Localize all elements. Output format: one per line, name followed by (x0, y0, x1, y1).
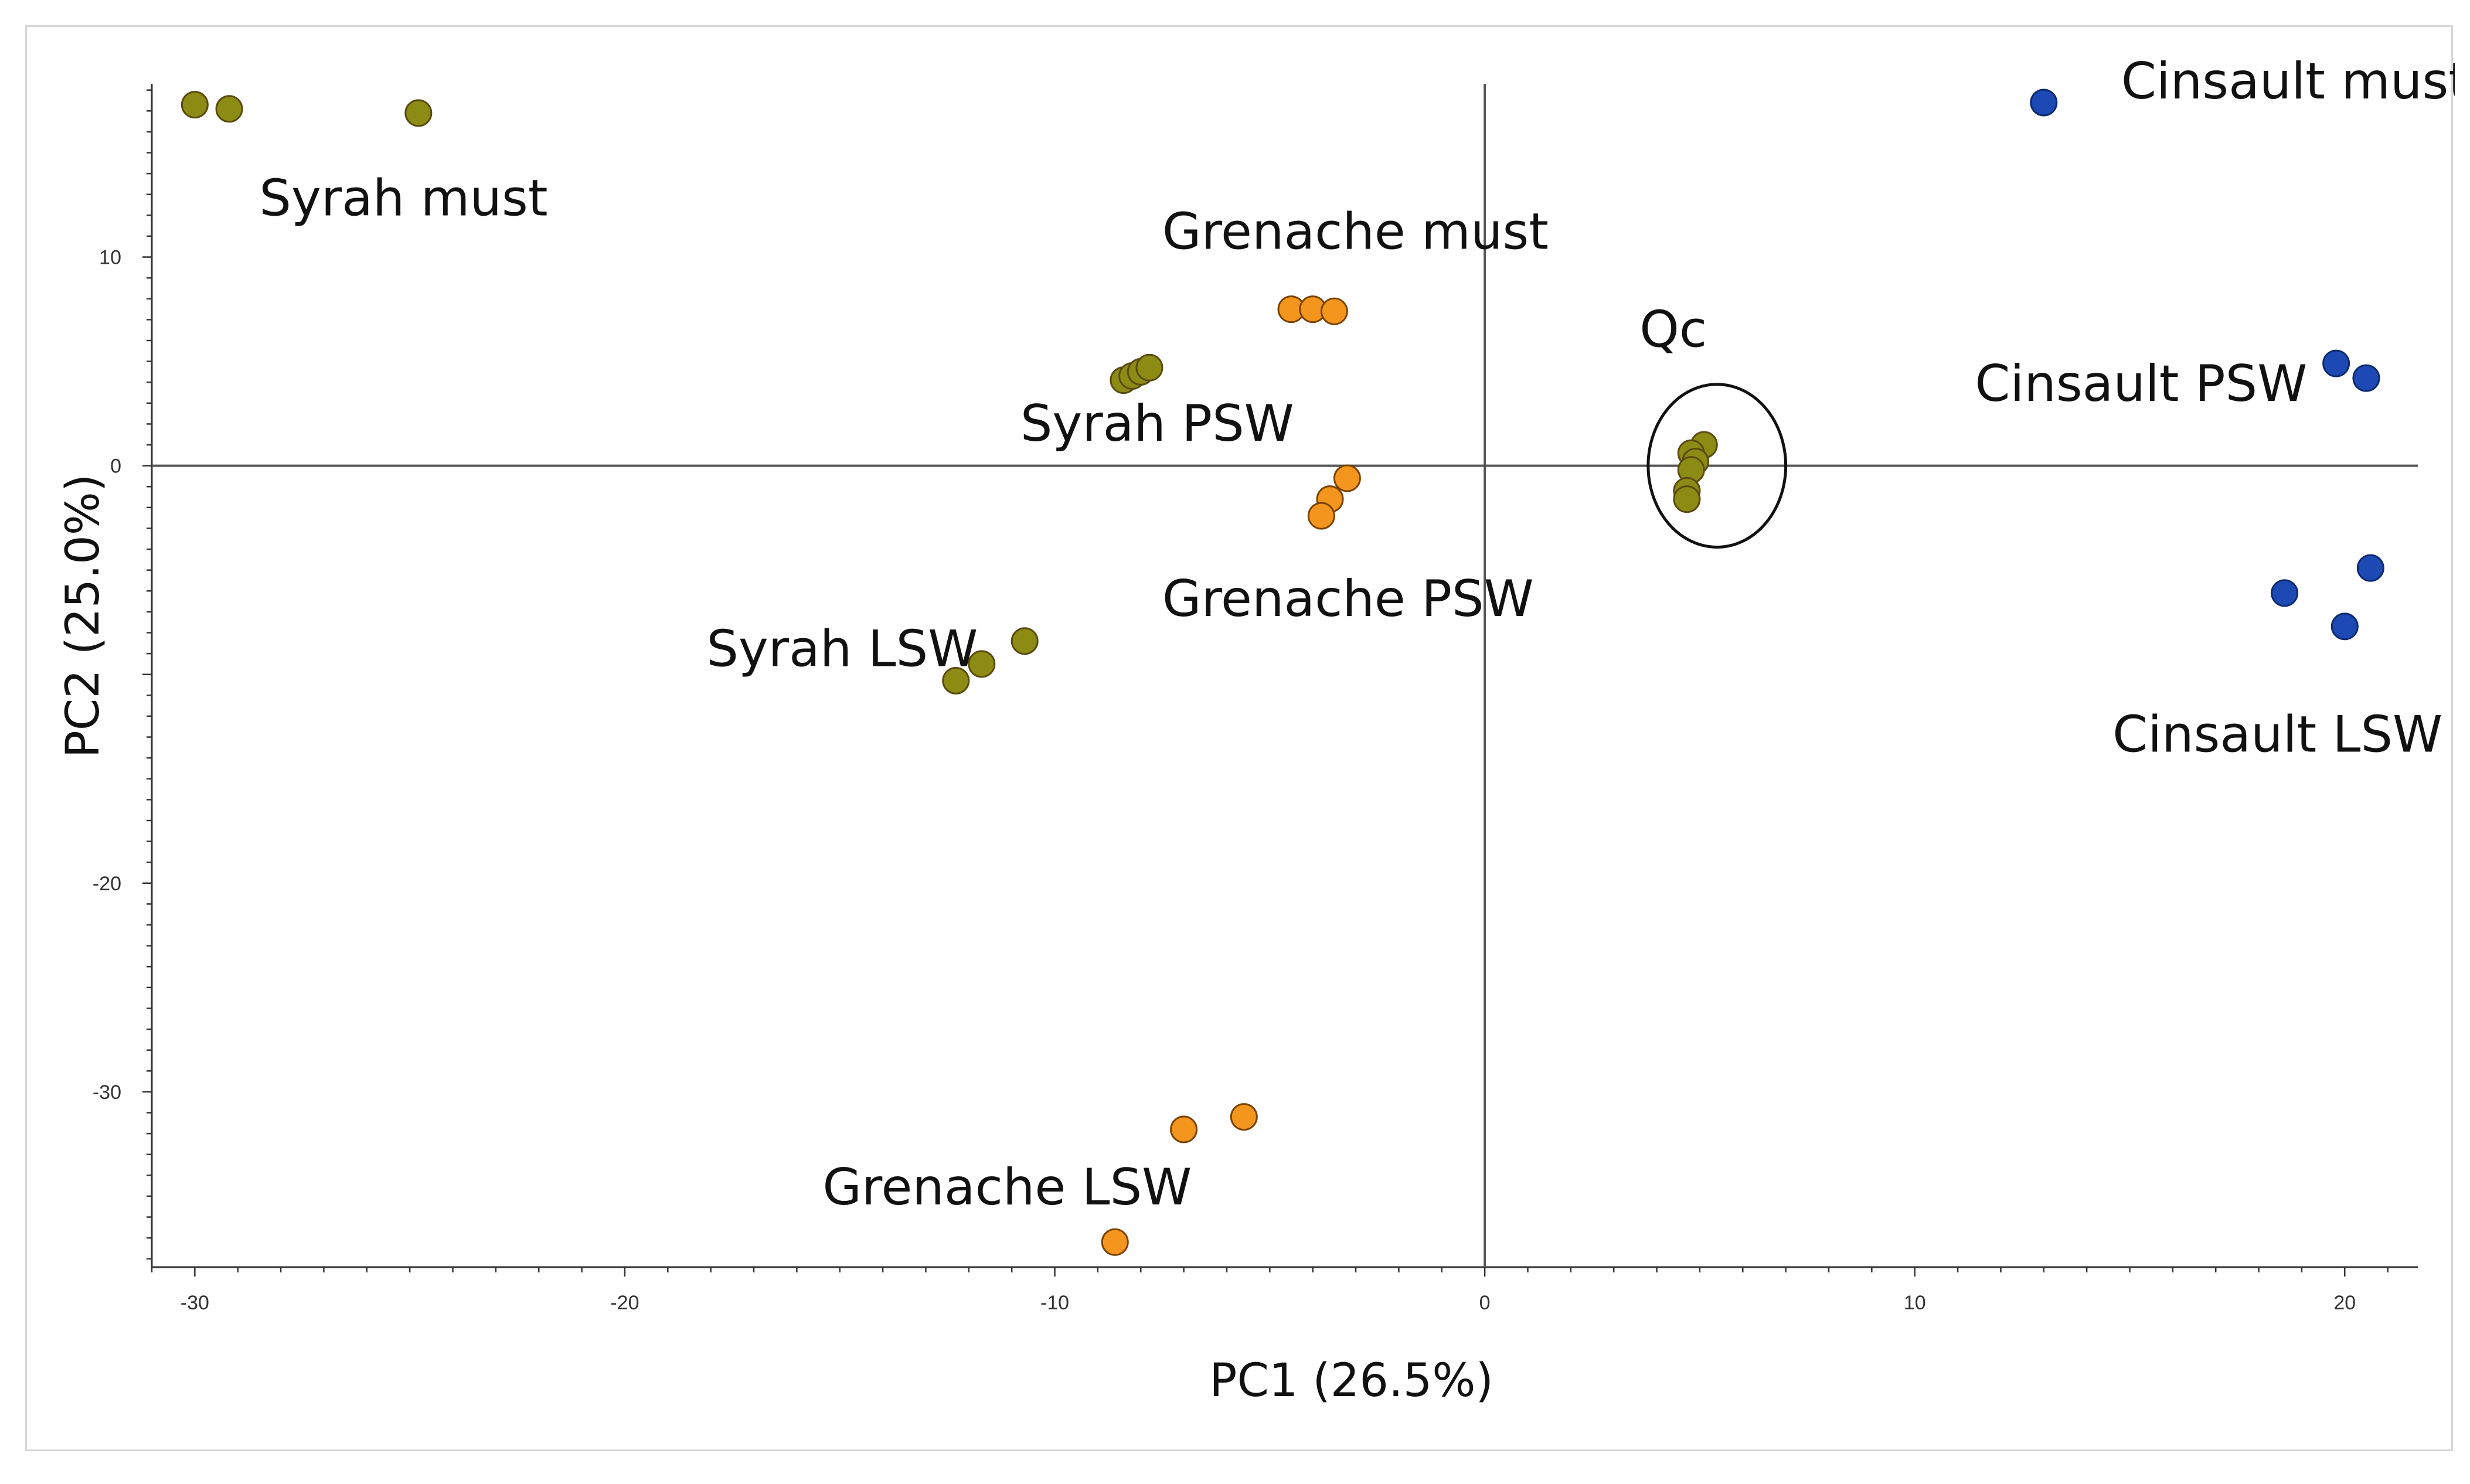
x-axis-title: PC1 (26.5%) (1209, 1354, 1493, 1407)
data-point-grenache-must (1320, 297, 1348, 325)
data-point-syrah-lsw (942, 666, 970, 695)
group-label-grenache-lsw: Grenache LSW (822, 1158, 1192, 1217)
pca-scatter-chart: -30 -20 -10 0 10 20 10 0 -20 -30 Syrah must Grenac… (57, 52, 2455, 1407)
x-tick-label: -20 (610, 1292, 639, 1314)
y-axis-title: PC2 (25.0%) (57, 474, 110, 758)
x-tick-label: -30 (181, 1292, 209, 1314)
data-point-syrah-lsw (1011, 627, 1039, 655)
data-point-syrah-must (181, 91, 209, 119)
data-point-cinsault-psw (2352, 364, 2380, 392)
data-point-syrah-must (404, 99, 433, 127)
data-point-grenache-lsw (1230, 1103, 1258, 1131)
group-label-cinsault-must: Cinsault must (2121, 52, 2455, 111)
group-label-syrah-lsw: Syrah LSW (706, 620, 978, 678)
data-point-cinsault-psw (2322, 349, 2350, 377)
y-tick-label: 10 (99, 247, 121, 269)
group-label-grenache-must: Grenache must (1162, 202, 1549, 261)
x-tick-label: 10 (1904, 1292, 1926, 1314)
data-point-qc (1673, 485, 1701, 513)
qc-ellipse (1646, 383, 1788, 549)
group-label-syrah-must: Syrah must (259, 169, 547, 227)
data-point-syrah-psw (1135, 353, 1163, 382)
y-tick-label: 0 (110, 455, 121, 478)
data-point-cinsault-must (2030, 89, 2058, 117)
data-point-grenache-lsw (1170, 1115, 1198, 1143)
data-point-cinsault-lsw (2330, 612, 2359, 641)
group-label-cinsault-lsw: Cinsault LSW (2112, 705, 2442, 764)
group-label-syrah-psw: Syrah PSW (1020, 394, 1294, 453)
x-tick-label: 20 (2333, 1292, 2356, 1314)
data-point-grenache-psw (1307, 502, 1335, 530)
data-point-cinsault-lsw (2271, 579, 2299, 607)
group-label-cinsault-psw: Cinsault PSW (1975, 355, 2307, 413)
data-point-grenache-psw (1333, 464, 1361, 492)
x-tick-label: -10 (1040, 1292, 1069, 1314)
chart-frame: -30 -20 -10 0 10 20 10 0 -20 -30 Syrah must Grenac… (25, 25, 2455, 1451)
x-tick-label: 0 (1479, 1292, 1491, 1314)
group-label-qc: Qc (1639, 301, 1707, 359)
data-point-syrah-lsw (968, 650, 996, 678)
data-point-grenache-lsw (1101, 1228, 1129, 1256)
y-tick-label: -20 (93, 873, 121, 895)
group-label-grenache-psw: Grenache PSW (1162, 570, 1534, 628)
data-point-syrah-must (215, 95, 243, 123)
y-tick-label: -30 (93, 1081, 121, 1104)
data-point-cinsault-lsw (2356, 554, 2384, 582)
